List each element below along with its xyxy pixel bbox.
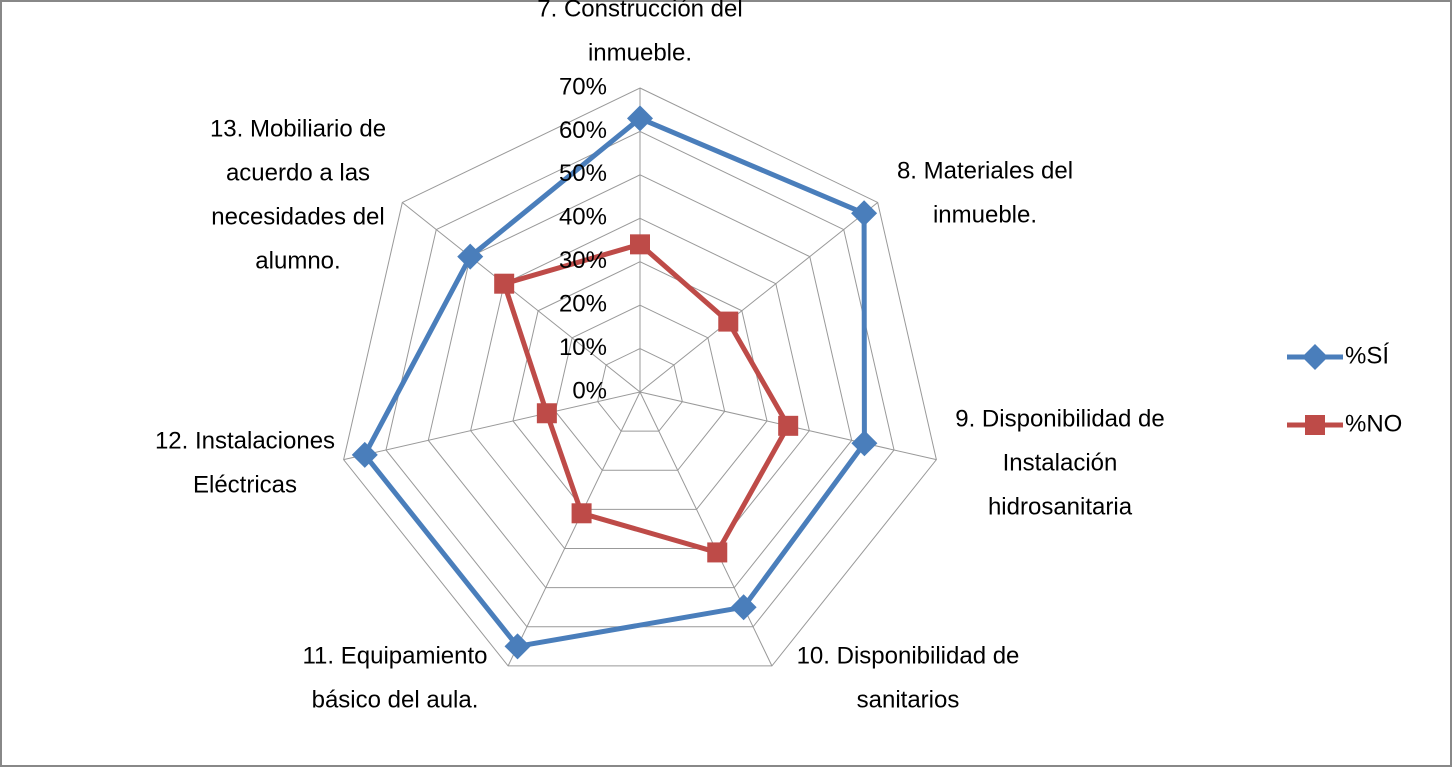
legend-label: %SÍ <box>1345 342 1389 369</box>
marker <box>457 243 484 270</box>
category-label: Instalación <box>1003 449 1118 476</box>
marker <box>718 311 739 332</box>
marker <box>630 234 650 255</box>
spoke <box>639 202 878 393</box>
marker <box>494 273 515 294</box>
marker <box>351 441 378 468</box>
category-label: 11. Equipamiento <box>302 642 487 669</box>
category-label: 8. Materiales del <box>897 157 1073 184</box>
y-tick-label: 0% <box>572 377 607 404</box>
category-label: 10. Disponibilidad de <box>797 642 1020 669</box>
spoke <box>343 391 641 461</box>
marker <box>571 503 592 524</box>
y-tick-label: 30% <box>559 247 607 274</box>
marker <box>504 633 531 660</box>
marker <box>1302 344 1328 370</box>
plot <box>351 105 878 660</box>
grid-ring <box>427 174 853 589</box>
category-label: Eléctricas <box>193 471 297 498</box>
grid-ring <box>554 304 726 471</box>
marker <box>707 542 728 563</box>
grid-ring <box>597 348 683 432</box>
y-tick-label: 20% <box>559 290 607 317</box>
labels: 0% 10% 20% 30% 40% 50% 60% 70% 7. Construcción d… <box>155 0 1402 713</box>
marker <box>851 200 878 227</box>
y-tick-label: 10% <box>559 334 607 361</box>
legend-label: %NO <box>1345 410 1402 437</box>
series-line <box>362 115 867 649</box>
spoke <box>639 391 773 667</box>
category-label: 7. Construcción del <box>537 0 742 22</box>
y-tick-label: 70% <box>559 73 607 100</box>
category-label: 13. Mobiliario de <box>210 115 386 142</box>
category-label: inmueble. <box>588 39 692 66</box>
marker <box>627 105 653 132</box>
category-label: básico del aula. <box>312 686 479 713</box>
spoke <box>507 391 641 667</box>
grid-ring <box>512 261 768 510</box>
category-label: 12. Instalaciones <box>155 427 335 454</box>
marker <box>778 415 799 436</box>
category-label: inmueble. <box>933 201 1037 228</box>
category-label: alumno. <box>255 247 340 274</box>
y-tick-label: 40% <box>559 204 607 231</box>
category-label: hidrosanitaria <box>988 493 1133 520</box>
category-label: necesidades del <box>211 203 384 230</box>
grid-ring <box>470 217 810 550</box>
category-label: sanitarios <box>857 686 960 713</box>
marker <box>1305 415 1325 435</box>
marker <box>851 430 878 457</box>
spoke <box>402 202 641 393</box>
y-tick-label: 60% <box>559 117 607 144</box>
marker <box>536 403 557 424</box>
grid-ring <box>343 87 937 667</box>
series-line <box>501 241 791 555</box>
category-label: acuerdo a las <box>226 159 370 186</box>
marker <box>730 594 757 621</box>
category-label: 9. Disponibilidad de <box>955 405 1164 432</box>
y-tick-label: 50% <box>559 160 607 187</box>
